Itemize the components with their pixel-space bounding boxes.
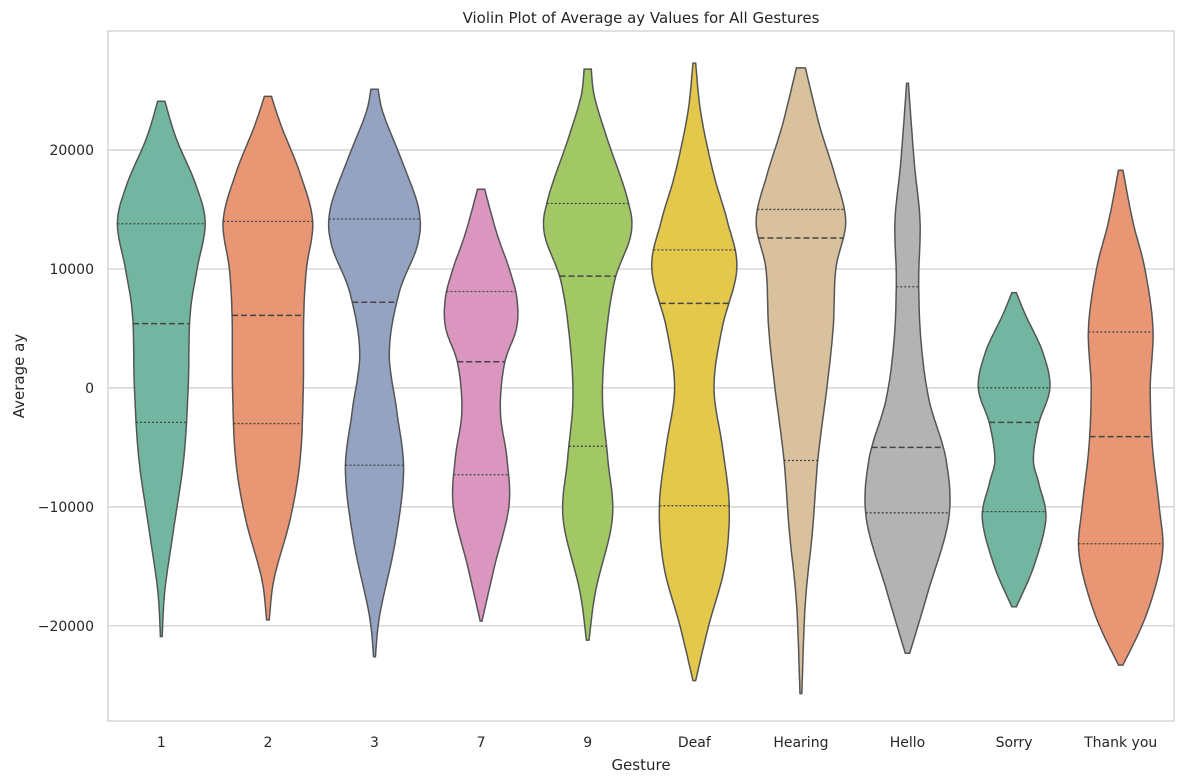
violin-7 xyxy=(443,188,519,622)
x-tick-label: Sorry xyxy=(996,735,1033,751)
violin-body xyxy=(1077,169,1164,666)
violin-sorry xyxy=(977,291,1051,608)
violin-body xyxy=(864,82,951,654)
violin-body xyxy=(116,100,206,638)
y-axis-label: Average ay xyxy=(10,334,28,419)
x-axis-label: Gesture xyxy=(611,756,670,774)
violin-hello xyxy=(864,82,951,654)
violin-body xyxy=(542,68,633,641)
x-tick-label: 3 xyxy=(370,735,379,751)
violin-body xyxy=(327,88,422,658)
x-tick-label: Hello xyxy=(890,735,926,751)
x-tick-label: 1 xyxy=(157,735,166,751)
y-tick-label: 10000 xyxy=(49,262,94,278)
violin-2 xyxy=(222,95,314,621)
y-tick-label: 20000 xyxy=(49,143,94,159)
violin-thank-you xyxy=(1077,169,1164,666)
x-tick-label: 7 xyxy=(477,735,486,751)
plot-frame xyxy=(107,30,1175,722)
x-tick-label: Hearing xyxy=(773,735,828,751)
violin-body xyxy=(222,95,314,621)
violin-deaf xyxy=(650,62,738,682)
x-tick-label: Deaf xyxy=(678,735,712,751)
x-tick-labels: 1 2 3 7 9 Deaf Hearing Hello Sorry Thank you xyxy=(157,735,1157,751)
violin-body xyxy=(443,188,519,622)
violin-3 xyxy=(327,88,422,658)
y-tick-label: 0 xyxy=(85,381,94,397)
y-tick-labels: −20000 −10000 0 10000 20000 xyxy=(38,143,94,635)
violin-hearing xyxy=(755,67,847,695)
y-tick-label: −10000 xyxy=(38,500,94,516)
chart-title: Violin Plot of Average ay Values for All… xyxy=(463,9,820,27)
violins xyxy=(116,62,1164,695)
x-tick-label: 2 xyxy=(263,735,272,751)
violin-body xyxy=(977,291,1051,608)
violin-body xyxy=(755,67,847,695)
violin-9 xyxy=(542,68,633,641)
x-tick-label: Thank you xyxy=(1083,735,1157,751)
violin-body xyxy=(650,62,738,682)
x-tick-label: 9 xyxy=(583,735,592,751)
y-tick-label: −20000 xyxy=(38,619,94,635)
violin-1 xyxy=(116,100,206,638)
